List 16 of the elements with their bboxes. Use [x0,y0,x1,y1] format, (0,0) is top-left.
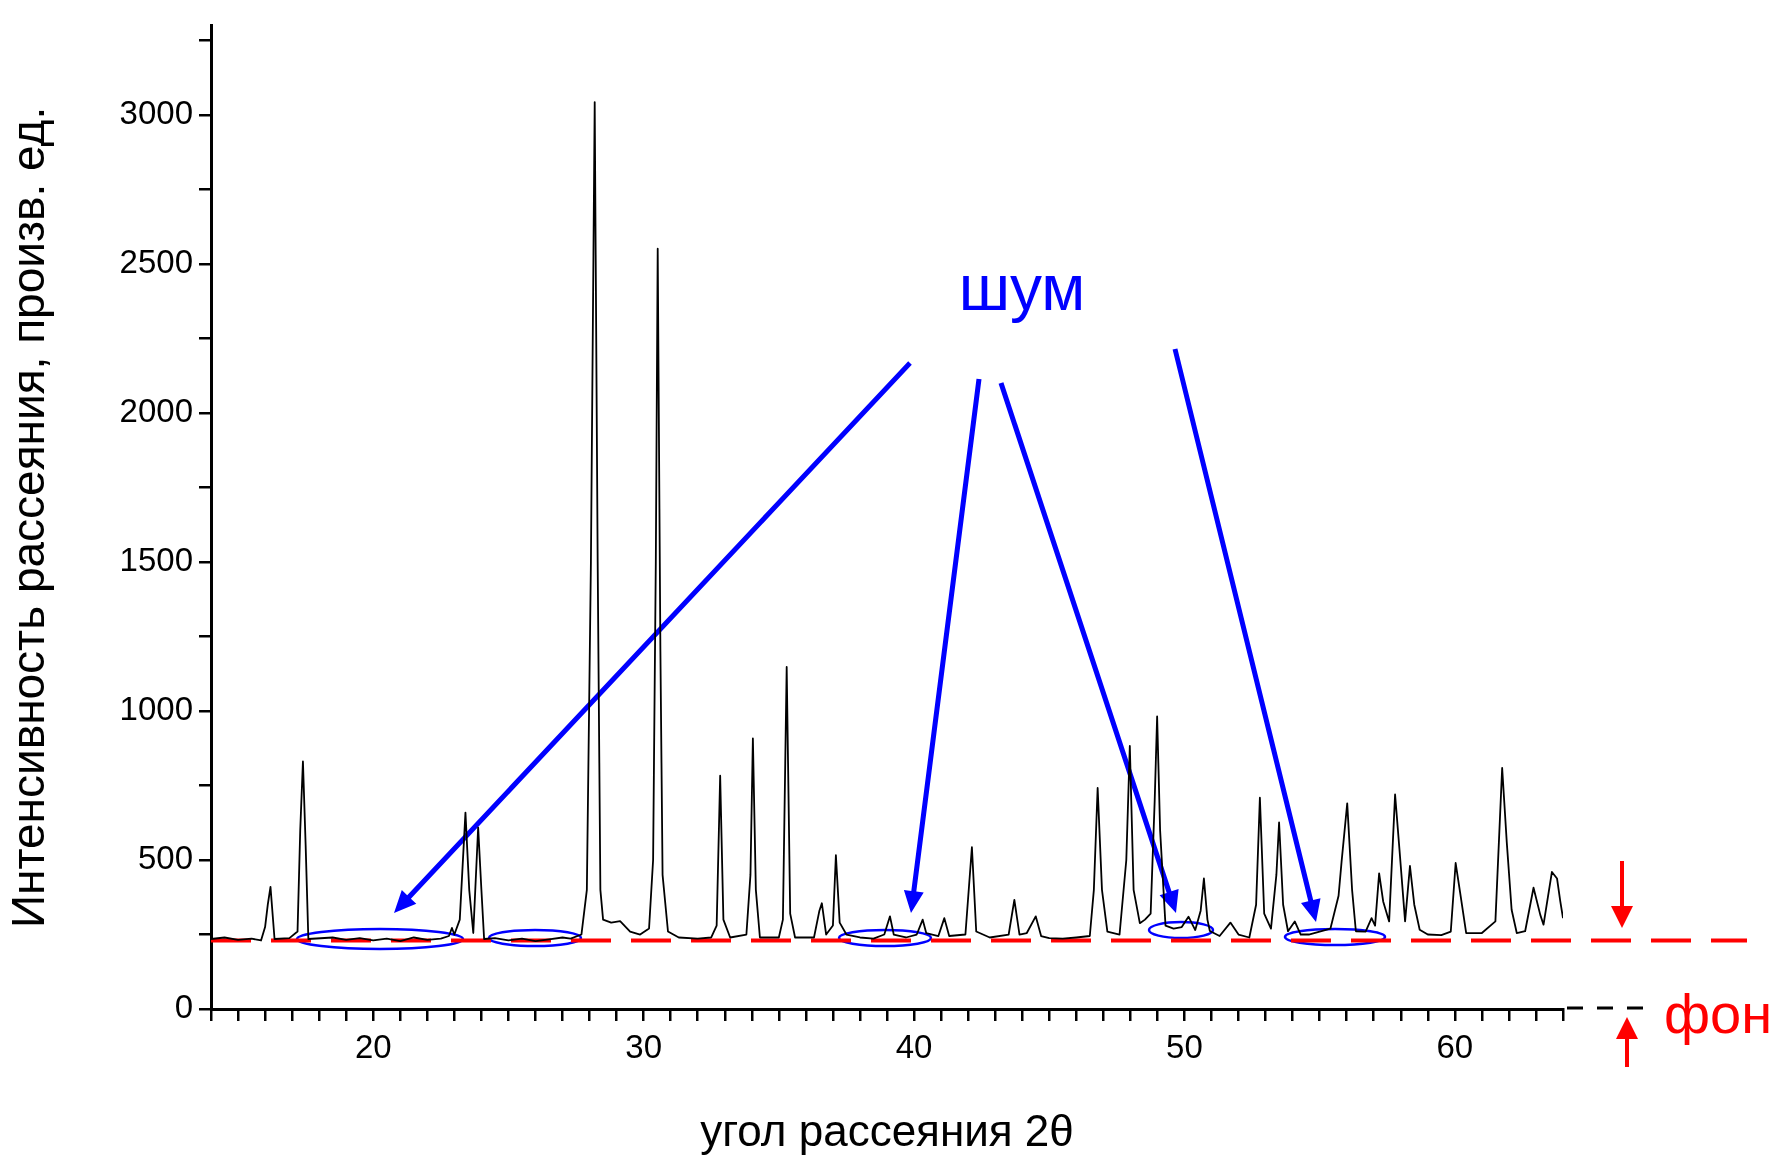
y-axis-title: Интенсивность рассеяния, произв. ед. [2,106,55,929]
y-tick-label: 0 [174,988,193,1026]
x-tick-label: 40 [895,1027,933,1065]
x-tick-label: 30 [625,1027,662,1065]
x-tick-label: 60 [1436,1027,1474,1065]
ref-line-label: фон [1663,982,1773,1046]
y-tick-label: 1500 [119,541,193,579]
annotation: шум [958,251,1086,324]
y-tick-label: 2000 [119,392,193,430]
x-tick-label: 20 [354,1027,392,1065]
x-axis-title: угол рассеяния 2θ [700,1105,1074,1155]
y-tick-label: 3000 [119,94,193,132]
y-tick-label: 500 [137,839,193,877]
y-tick-label: 2500 [119,243,193,281]
x-tick-label: 50 [1166,1027,1203,1065]
y-tick-label: 1000 [119,690,193,728]
